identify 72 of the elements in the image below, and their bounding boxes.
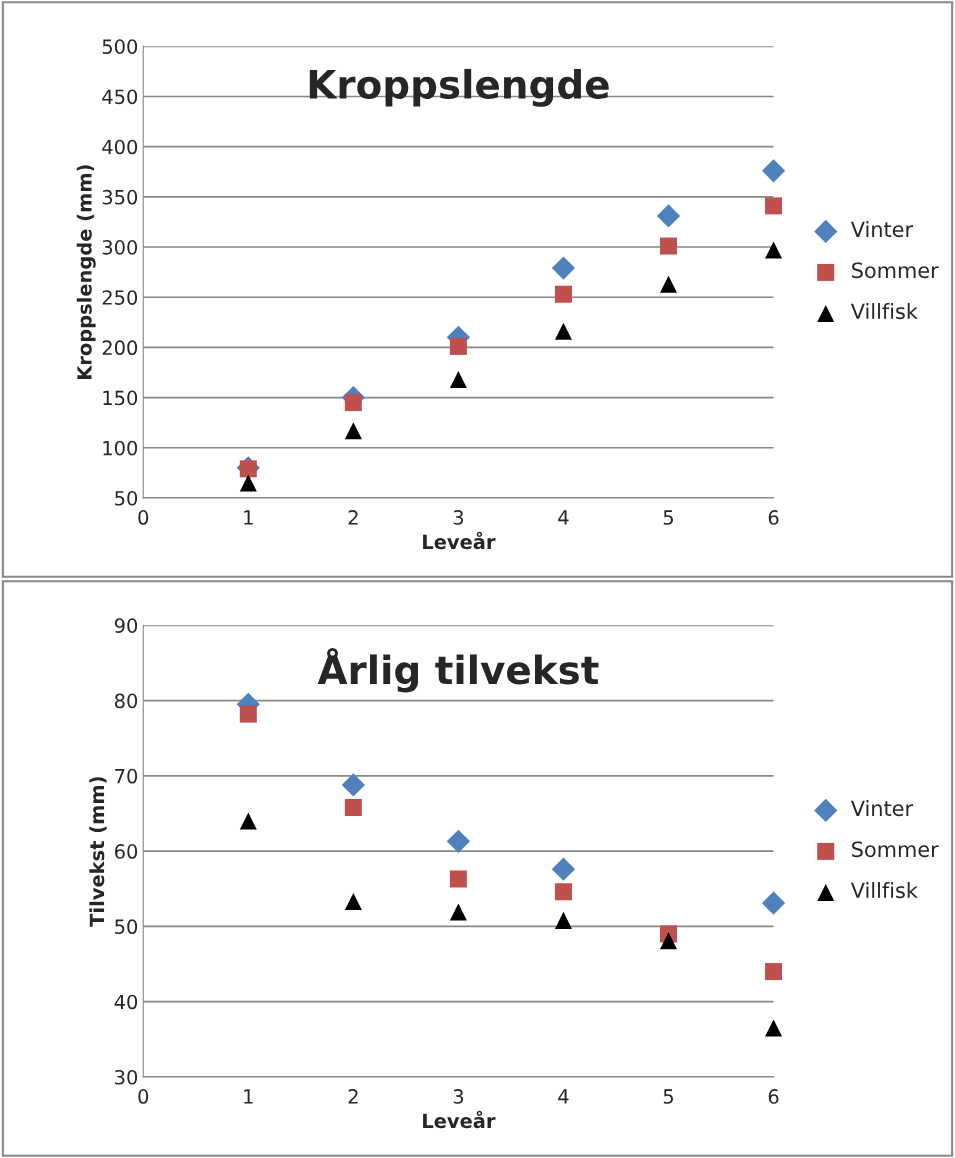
y-tick-label: 200: [102, 340, 138, 356]
x-tick-label: 3: [453, 1089, 464, 1104]
y-tick-label: 50: [115, 490, 138, 506]
point: [344, 893, 362, 911]
y-tick-label: 60: [115, 844, 138, 859]
x-tick-label: 4: [558, 1089, 569, 1104]
x-tick-label: 3: [453, 510, 464, 525]
x-tick-label: 1: [244, 1089, 253, 1104]
x-tick-label: 1: [244, 510, 253, 525]
y-tick-label: 70: [115, 768, 138, 784]
point: [765, 963, 783, 981]
legend-label: Vinter: [850, 800, 914, 817]
y-tick-label: 350: [102, 189, 138, 205]
point: [449, 371, 467, 389]
point: [554, 911, 572, 929]
point: [341, 773, 365, 797]
x-tick-label: 5: [663, 1089, 673, 1104]
y-tick-label: 150: [103, 390, 138, 406]
point: [659, 275, 678, 293]
point: [554, 883, 572, 901]
point: [761, 159, 786, 183]
y-tick-label: 300: [102, 240, 138, 255]
legend-label: Vinter: [850, 221, 914, 238]
point: [659, 237, 678, 255]
legend-label: Villfisk: [850, 303, 918, 320]
point: [554, 285, 572, 303]
y-tick-label: 80: [114, 693, 138, 709]
x-tick-label: 4: [558, 510, 569, 525]
y-tick-label: 40: [114, 994, 138, 1010]
point: [344, 394, 362, 412]
x-tick-label: 0: [138, 510, 149, 525]
y-axis-title: Kroppslengde (mm): [76, 165, 96, 379]
x-axis-title: Leveår: [423, 531, 496, 550]
legend-label: Sommer: [852, 262, 939, 279]
x-tick-label: 2: [348, 1089, 358, 1104]
y-tick-label: 100: [103, 440, 138, 456]
y-tick-label: 400: [102, 139, 138, 155]
point: [551, 256, 576, 280]
x-tick-label: 5: [663, 510, 673, 525]
y-tick-label: 30: [115, 1069, 138, 1085]
point: [551, 857, 576, 881]
x-tick-label: 6: [768, 510, 779, 525]
point: [765, 1019, 783, 1037]
point: [765, 197, 783, 215]
x-tick-label: 6: [768, 1089, 779, 1104]
point: [239, 812, 257, 830]
point: [554, 322, 572, 340]
y-tick-label: 450: [102, 89, 138, 105]
y-tick-label: 90: [114, 618, 138, 633]
legend-label: Villfisk: [850, 882, 918, 899]
point: [659, 932, 678, 950]
point: [765, 241, 783, 259]
text: Kroppslengde: [309, 68, 609, 107]
x-axis-title: Leveår: [423, 1110, 496, 1129]
point: [761, 891, 786, 915]
y-tick-label: 250: [102, 290, 138, 305]
point: [449, 337, 467, 355]
point: [344, 422, 362, 440]
point: [239, 705, 257, 723]
x-tick-label: 2: [348, 510, 358, 525]
point: [656, 204, 681, 228]
point: [446, 829, 471, 853]
x-tick-label: 0: [138, 1089, 149, 1104]
point: [449, 870, 467, 888]
legend-label: Sommer: [852, 841, 939, 858]
text: Årlig tilvekst: [317, 647, 599, 693]
point: [344, 798, 362, 816]
y-axis-title: Tilvekst (mm): [89, 777, 107, 927]
point: [449, 903, 467, 921]
y-tick-label: 50: [115, 919, 138, 935]
y-tick-label: 500: [102, 39, 138, 54]
point: [239, 474, 257, 492]
